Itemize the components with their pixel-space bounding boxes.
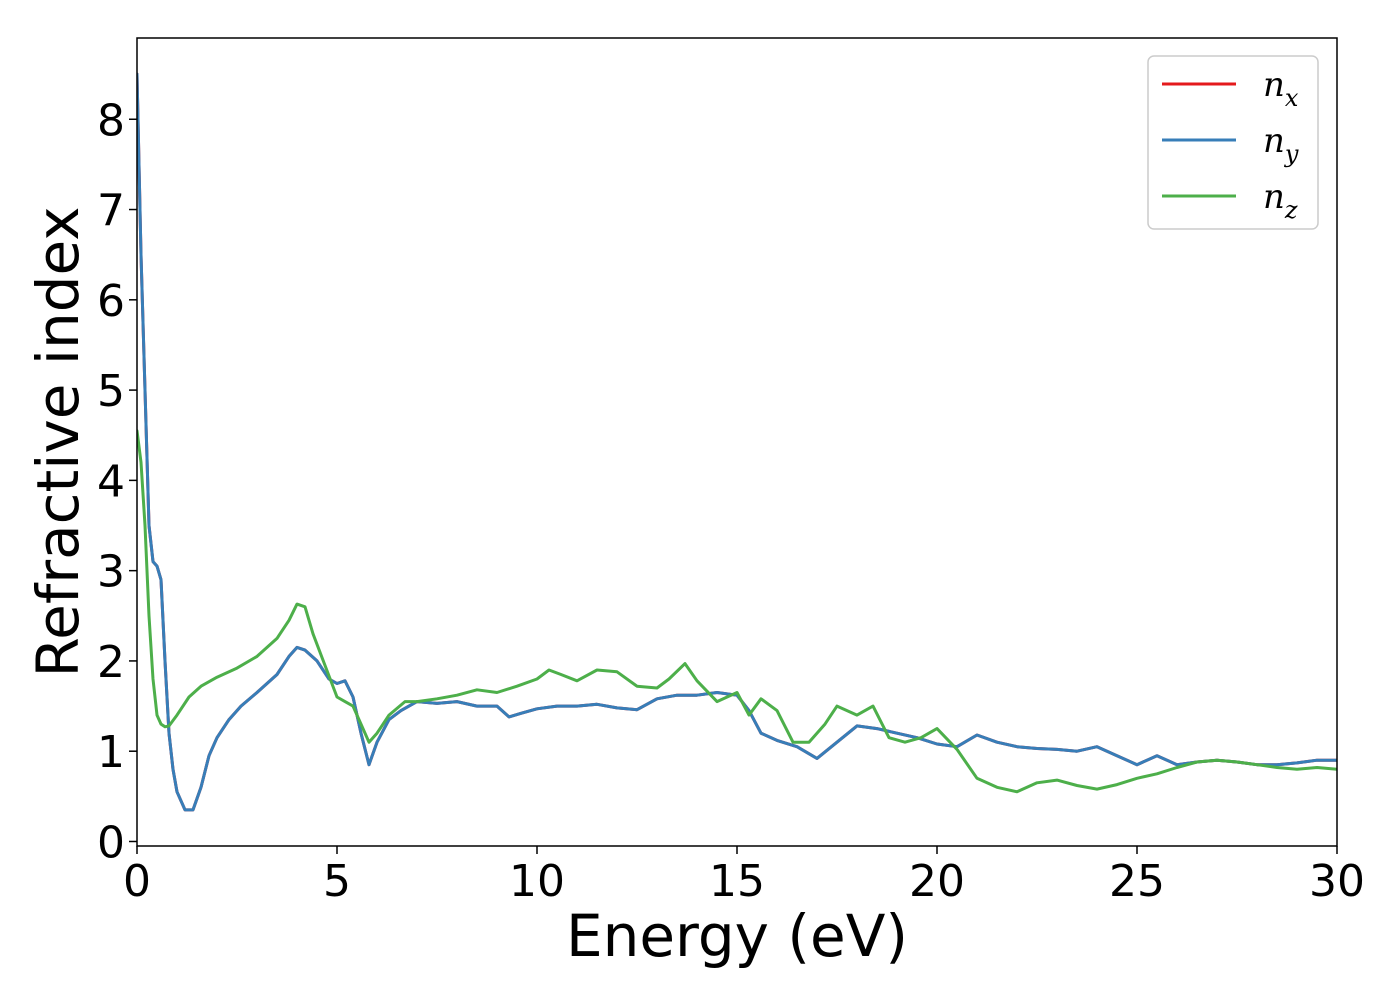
x-tick-label: 25 — [1109, 856, 1165, 907]
plot-background — [137, 38, 1337, 846]
series-line-y — [137, 72, 1337, 812]
x-tick-label: 0 — [123, 856, 151, 907]
y-tick-label: 0 — [97, 817, 125, 868]
y-axis: 0 1 2 3 4 5 6 7 8 — [97, 95, 137, 868]
legend-box — [1147, 55, 1319, 230]
x-tick-label: 30 — [1309, 856, 1365, 907]
y-tick-label: 2 — [97, 637, 125, 688]
y-axis-title: Refractive index — [24, 206, 92, 677]
y-tick-label: 7 — [97, 186, 125, 237]
x-tick-label: 15 — [709, 856, 765, 907]
x-axis: 0 5 10 15 20 25 30 — [123, 846, 1365, 907]
y-tick-label: 5 — [97, 366, 125, 417]
x-tick-label: 5 — [323, 856, 351, 907]
series-layer — [137, 72, 1337, 812]
y-tick-label: 6 — [97, 276, 125, 327]
legend-label-y: ny — [1263, 121, 1299, 168]
x-axis-title: Energy (eV) — [566, 902, 908, 970]
series-line-z — [137, 429, 1337, 794]
y-tick-label: 4 — [97, 456, 125, 507]
x-tick-label: 20 — [909, 856, 965, 907]
y-tick-label: 8 — [97, 95, 125, 146]
x-tick-label: 10 — [509, 856, 565, 907]
y-tick-label: 3 — [97, 547, 125, 598]
y-tick-label: 1 — [97, 727, 125, 778]
